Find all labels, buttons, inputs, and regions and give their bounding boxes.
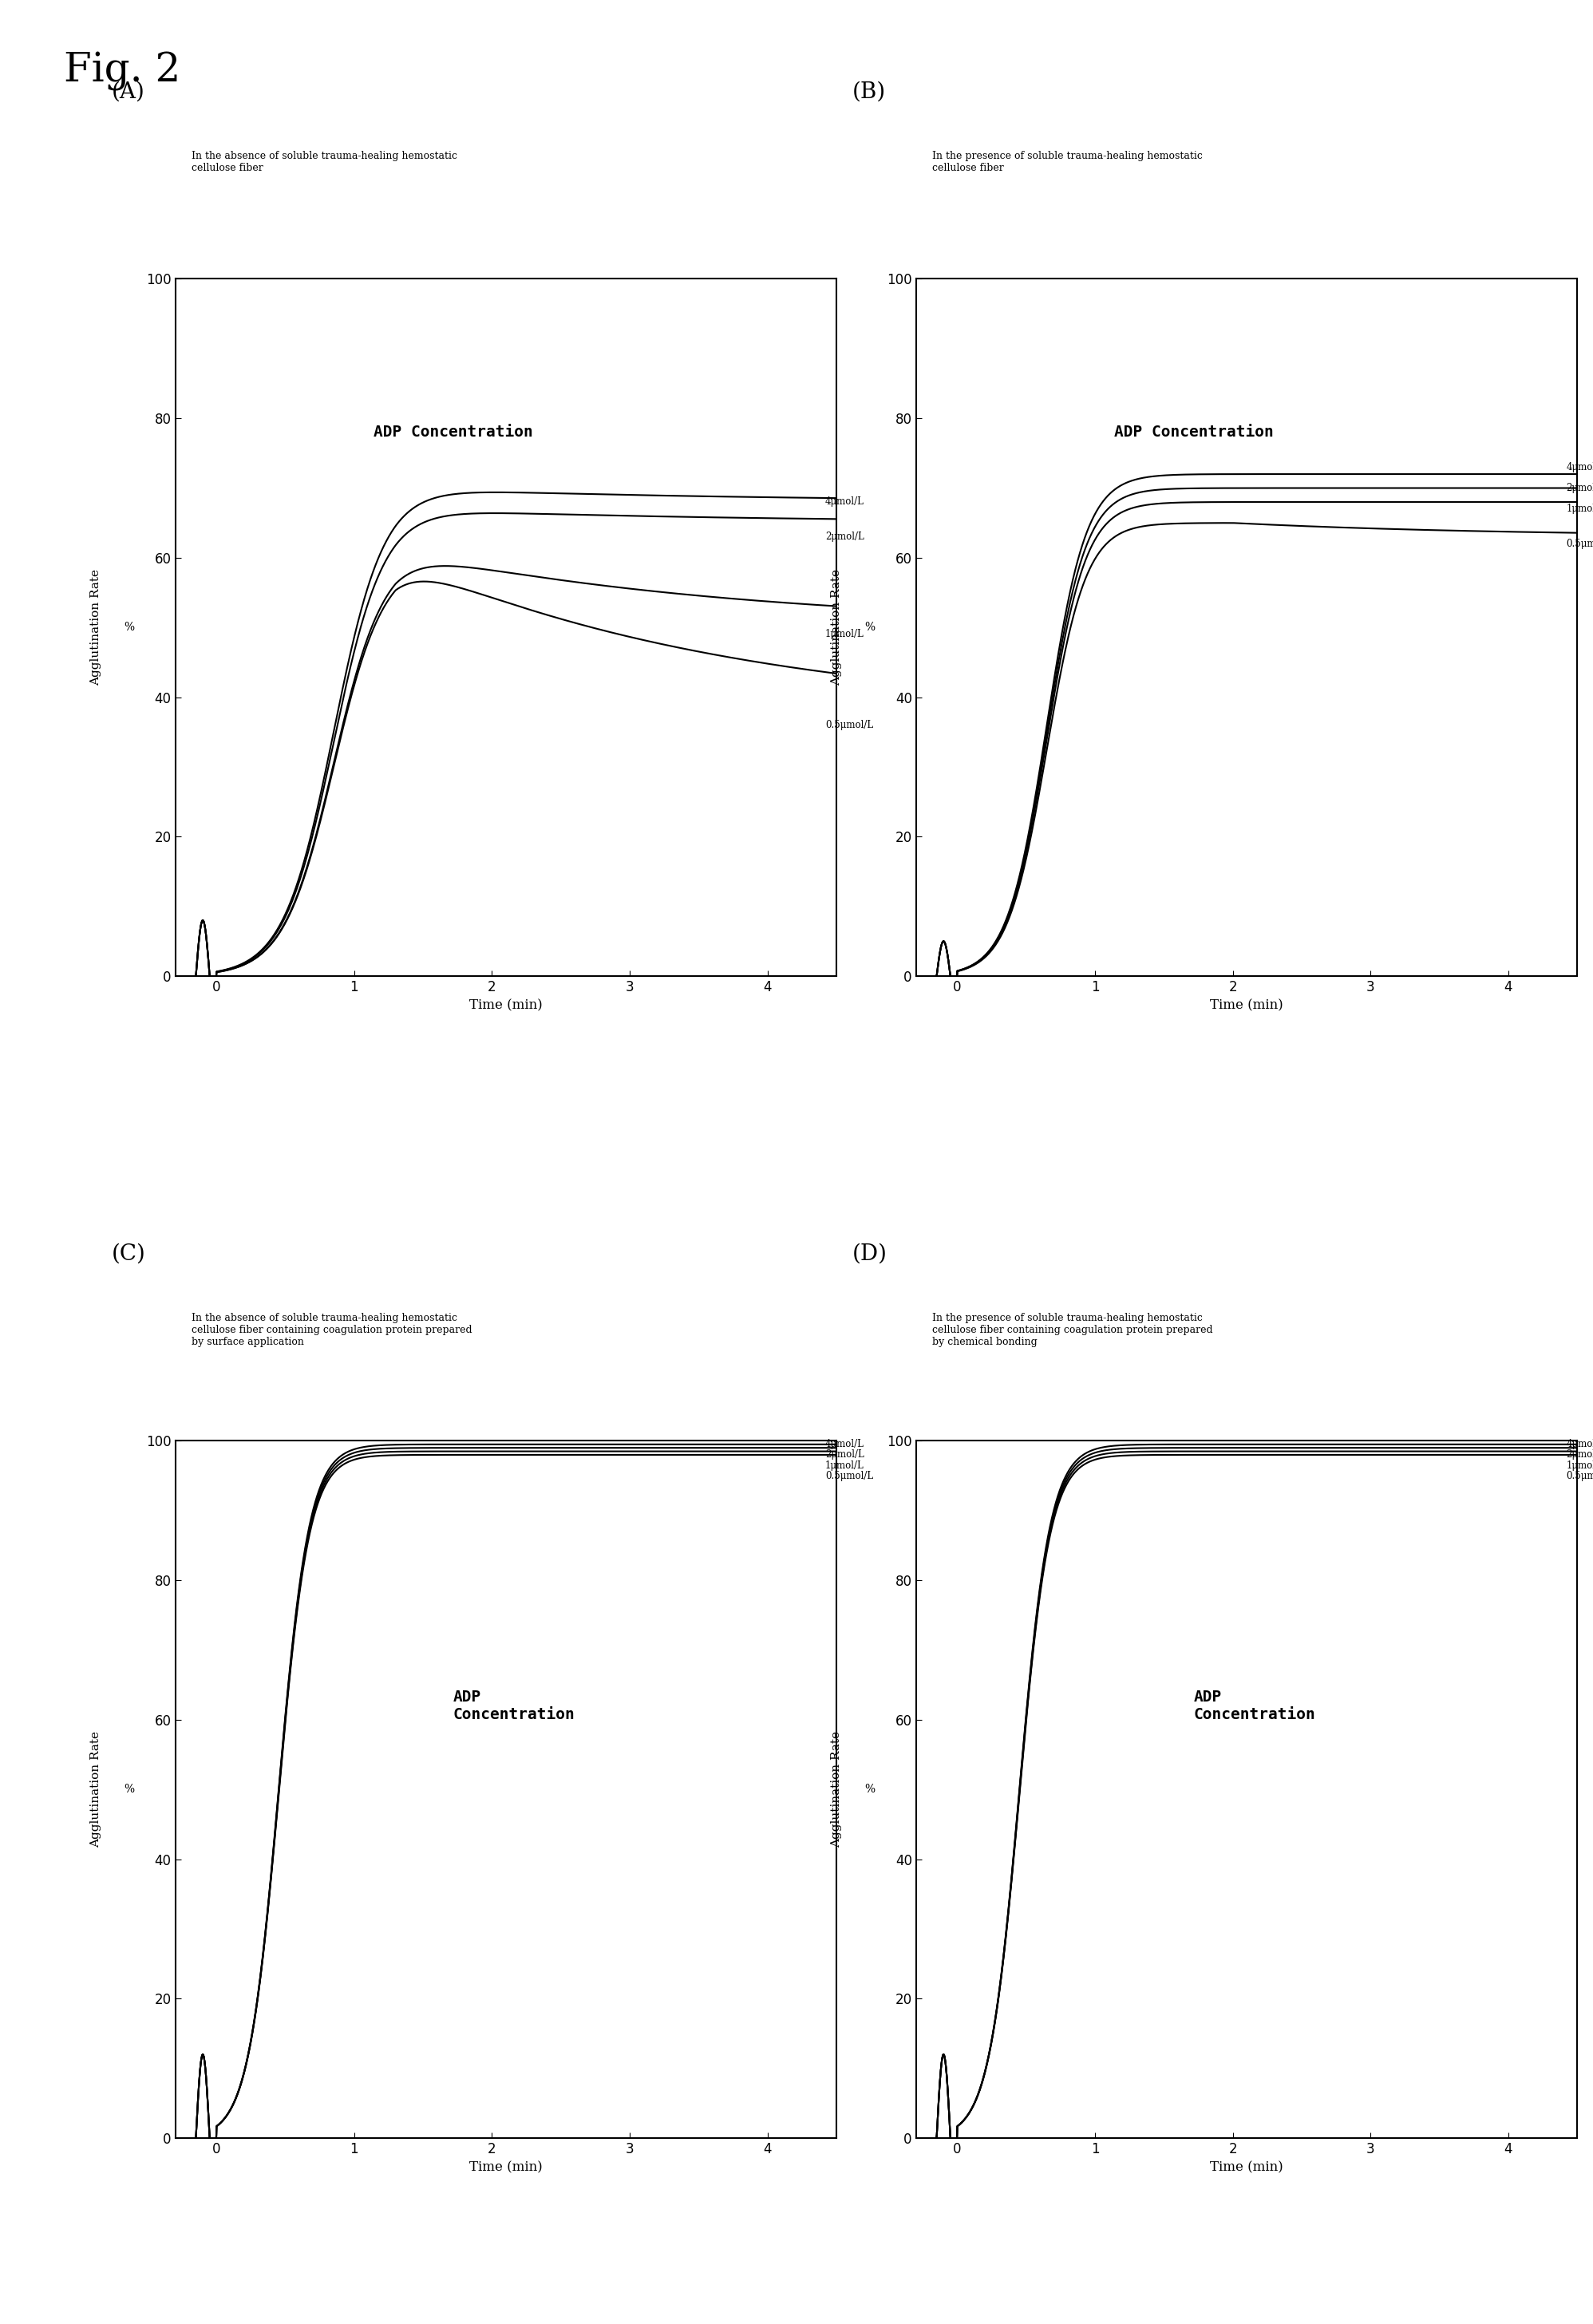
Text: In the presence of soluble trauma-healing hemostatic
cellulose fiber containing : In the presence of soluble trauma-healin…	[932, 1313, 1212, 1348]
X-axis label: Time (min): Time (min)	[470, 999, 542, 1013]
Text: 0.5μmol/L: 0.5μmol/L	[1566, 539, 1593, 548]
Text: ADP Concentration: ADP Concentration	[373, 425, 534, 439]
Text: 2μmol/L: 2μmol/L	[1566, 483, 1593, 493]
Text: Agglutination Rate: Agglutination Rate	[91, 569, 102, 686]
X-axis label: Time (min): Time (min)	[1211, 999, 1282, 1013]
Text: 1μmol/L: 1μmol/L	[1566, 1459, 1593, 1471]
Text: 2μmol/L: 2μmol/L	[825, 532, 865, 541]
Text: 1μmol/L: 1μmol/L	[825, 630, 865, 639]
Text: 4μmol/L: 4μmol/L	[1566, 1439, 1593, 1450]
Text: 0.5μmol/L: 0.5μmol/L	[825, 720, 873, 730]
Text: In the absence of soluble trauma-healing hemostatic
cellulose fiber containing c: In the absence of soluble trauma-healing…	[191, 1313, 472, 1348]
Text: (A): (A)	[112, 81, 145, 102]
Text: 4μmol/L: 4μmol/L	[1566, 462, 1593, 472]
Text: In the presence of soluble trauma-healing hemostatic
cellulose fiber: In the presence of soluble trauma-healin…	[932, 151, 1203, 174]
Text: 4μmol/L: 4μmol/L	[825, 497, 865, 507]
X-axis label: Time (min): Time (min)	[470, 2161, 542, 2175]
Text: In the absence of soluble trauma-healing hemostatic
cellulose fiber: In the absence of soluble trauma-healing…	[191, 151, 457, 174]
Text: 4μmol/L: 4μmol/L	[825, 1439, 865, 1450]
Text: (D): (D)	[852, 1243, 887, 1264]
Text: Fig. 2: Fig. 2	[64, 51, 180, 91]
Text: %: %	[865, 623, 875, 632]
Text: (C): (C)	[112, 1243, 145, 1264]
Text: 2μmol/L: 2μmol/L	[1566, 1450, 1593, 1459]
Text: 0.5μmol/L: 0.5μmol/L	[825, 1471, 873, 1480]
Text: %: %	[124, 1785, 134, 1794]
Text: ADP Concentration: ADP Concentration	[1114, 425, 1274, 439]
Text: 1μmol/L: 1μmol/L	[825, 1459, 865, 1471]
Text: Agglutination Rate: Agglutination Rate	[832, 569, 843, 686]
Text: Agglutination Rate: Agglutination Rate	[832, 1731, 843, 1848]
Text: %: %	[865, 1785, 875, 1794]
Text: 2μmol/L: 2μmol/L	[825, 1450, 865, 1459]
Text: (B): (B)	[852, 81, 886, 102]
X-axis label: Time (min): Time (min)	[1211, 2161, 1282, 2175]
Text: ADP
Concentration: ADP Concentration	[1193, 1690, 1316, 1722]
Text: ADP
Concentration: ADP Concentration	[452, 1690, 575, 1722]
Text: Agglutination Rate: Agglutination Rate	[91, 1731, 102, 1848]
Text: 1μmol/L: 1μmol/L	[1566, 504, 1593, 514]
Text: 0.5μmol/L: 0.5μmol/L	[1566, 1471, 1593, 1480]
Text: %: %	[124, 623, 134, 632]
